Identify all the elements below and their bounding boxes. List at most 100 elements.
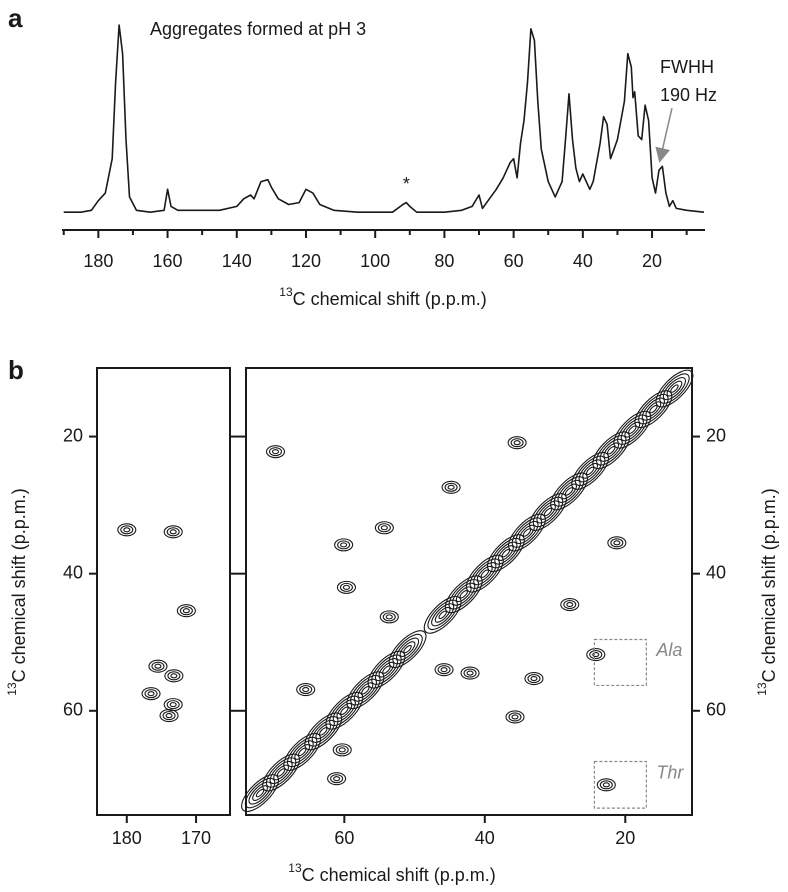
contour-line — [165, 713, 173, 719]
y-axis-label-text: C chemical shift (p.p.m.) — [9, 488, 29, 682]
fwhh-label: 190 Hz — [660, 85, 717, 105]
cross-peak — [117, 523, 137, 537]
contour-line — [553, 476, 585, 507]
contour-line — [571, 451, 610, 490]
panel-label: a — [8, 3, 23, 33]
diagonal-peak — [304, 712, 343, 751]
contour-line — [350, 674, 381, 706]
contour-line — [273, 764, 290, 781]
contour-line — [649, 404, 658, 414]
cross-peak — [441, 480, 461, 494]
cross-peak — [163, 698, 183, 712]
x-axis-label: 13C chemical shift (p.p.m.) — [288, 861, 495, 885]
contour-line — [620, 418, 644, 442]
contour-line — [154, 663, 162, 669]
arrow — [655, 107, 673, 163]
contour-line — [473, 562, 497, 586]
contour-line — [437, 665, 451, 675]
contour-line — [244, 777, 276, 809]
contour-line — [329, 695, 360, 727]
x-axis-label-sup: 13 — [288, 861, 302, 875]
contour-line — [123, 527, 131, 533]
contour-line — [427, 599, 458, 631]
contour-line — [505, 710, 525, 724]
contour-line — [144, 689, 158, 699]
contour-line — [346, 671, 385, 710]
panel-label: b — [8, 355, 24, 385]
y-tick-label: 20 — [706, 425, 726, 445]
contour-line — [167, 671, 181, 681]
cross-peak — [296, 682, 316, 697]
x-tick-label: 40 — [475, 828, 495, 848]
contour-line — [613, 410, 652, 449]
y-tick-label: 60 — [63, 700, 83, 720]
contour-line — [466, 670, 474, 676]
region-box — [593, 760, 647, 809]
contour-line — [522, 528, 532, 537]
contour-line — [610, 538, 624, 548]
contour-line — [379, 610, 399, 624]
cross-peak — [176, 604, 196, 618]
y-axis-label: 13C chemical shift (p.p.m.) — [5, 488, 29, 695]
contour-line — [166, 700, 180, 710]
contour-line — [497, 545, 514, 562]
contour-line — [120, 525, 134, 535]
diagonal-peak — [550, 472, 589, 511]
cross-peak — [505, 710, 525, 724]
contour-line — [252, 785, 268, 801]
contour-line — [388, 630, 427, 669]
contour-line — [476, 565, 493, 582]
cross-peak — [434, 663, 454, 677]
contour-line — [361, 685, 370, 695]
contour-line — [444, 575, 483, 614]
contour-line — [179, 606, 193, 616]
contour-line — [385, 614, 393, 620]
diagonal-peak — [262, 753, 301, 792]
x-tick-label: 100 — [360, 251, 390, 271]
contour-line — [166, 527, 180, 537]
diagonal-peak — [325, 691, 364, 730]
y-axis-label-text: C chemical shift (p.p.m.) — [759, 488, 779, 682]
contour-line — [164, 669, 184, 683]
contour-line — [265, 445, 286, 459]
contour-line — [592, 431, 631, 470]
cross-peak — [265, 445, 286, 459]
contour-line — [582, 462, 599, 479]
contour-line — [670, 384, 679, 393]
diagonal-peak — [655, 369, 694, 408]
contour-line — [380, 525, 388, 531]
contour-line — [563, 599, 577, 610]
contour-line — [607, 446, 616, 455]
diagonal-peak — [634, 390, 673, 429]
contour-line — [599, 438, 623, 462]
contour-line — [511, 517, 543, 548]
diagonal-peak — [241, 774, 279, 812]
contour-line — [634, 390, 673, 429]
y-tick-label: 60 — [706, 700, 726, 720]
annotation: * — [403, 174, 410, 194]
contour-line — [147, 691, 155, 697]
diagonal-peak — [486, 534, 525, 573]
y-tick-label: 40 — [706, 562, 726, 582]
contour-line — [508, 513, 546, 552]
x-tick-label: 60 — [504, 251, 524, 271]
x-axis-label-sup: 13 — [279, 285, 293, 299]
contour-line — [374, 521, 394, 535]
cross-peak — [596, 778, 616, 792]
contour-line — [283, 732, 322, 771]
contour-line — [659, 373, 690, 404]
contour-line — [448, 578, 479, 610]
diagonal-peak — [592, 431, 631, 470]
contour-line — [182, 608, 190, 614]
contour-line — [337, 540, 351, 550]
contour-line — [641, 397, 665, 421]
y-tick-label: 20 — [63, 425, 83, 445]
contour-line — [455, 586, 472, 603]
region-box — [593, 638, 647, 687]
contour-line — [566, 601, 574, 608]
contour-line — [532, 496, 564, 528]
contour-line — [308, 716, 339, 747]
contour-line — [624, 421, 641, 438]
contour-line — [441, 480, 461, 494]
contour-line — [374, 658, 399, 682]
